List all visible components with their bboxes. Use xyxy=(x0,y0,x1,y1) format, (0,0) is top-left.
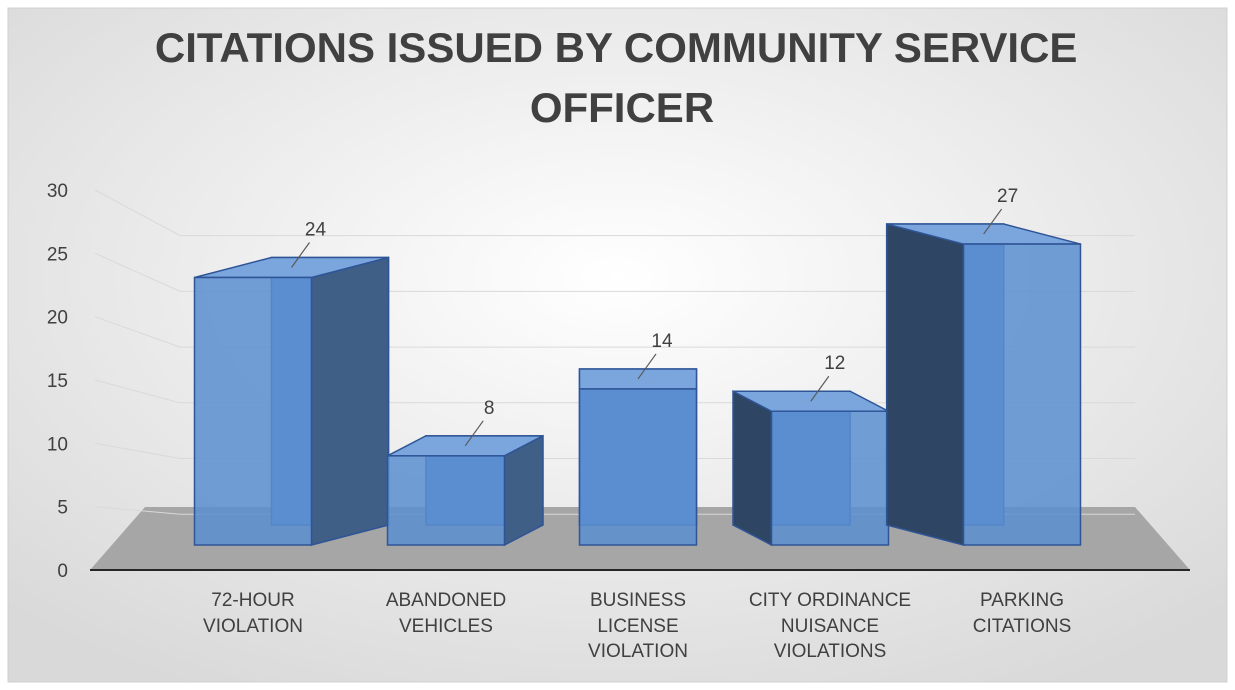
y-tick-label: 15 xyxy=(47,371,68,392)
bar-front xyxy=(193,276,313,546)
bar-side xyxy=(310,256,390,546)
bar-front xyxy=(578,388,698,546)
x-tick-label: 72-HOUR VIOLATION xyxy=(203,590,303,637)
y-tick-label: 30 xyxy=(47,181,68,202)
grid-line xyxy=(94,316,1135,348)
x-tick-label: CITY ORDINANCE NUISANCE VIOLATIONS xyxy=(748,590,912,663)
leader-line xyxy=(291,242,310,268)
y-tick-label: 0 xyxy=(57,561,68,582)
data-label: 12 xyxy=(824,353,845,374)
bar-front xyxy=(770,410,890,546)
data-label: 8 xyxy=(484,398,495,419)
y-tick-label: 10 xyxy=(47,434,68,455)
bar-front xyxy=(962,243,1082,546)
x-tick-label: ABANDONED VEHICLES xyxy=(385,590,507,637)
data-label: 14 xyxy=(651,331,673,352)
bar xyxy=(885,223,1082,546)
data-label: 24 xyxy=(305,219,327,240)
bar-side xyxy=(732,390,773,547)
y-tick-label: 5 xyxy=(57,498,68,519)
grid-line xyxy=(94,189,1135,237)
bar xyxy=(193,256,390,546)
x-tick-label: BUSINESS LICENSE VIOLATION xyxy=(588,590,688,663)
bar xyxy=(732,390,890,547)
leader-line xyxy=(983,208,1003,235)
bar-front xyxy=(386,455,506,546)
grid-line xyxy=(94,252,1135,292)
leader-line xyxy=(464,420,484,447)
bar xyxy=(386,434,544,547)
data-label: 27 xyxy=(997,186,1018,207)
bar-side xyxy=(885,223,965,546)
bar xyxy=(578,368,698,546)
x-tick-label: PARKING CITATIONS xyxy=(972,590,1072,637)
chart-title: CITATIONS ISSUED BY COMMUNITY SERVICE OF… xyxy=(155,24,1089,131)
leader-line xyxy=(637,353,657,380)
y-tick-label: 20 xyxy=(47,308,68,329)
leader-line xyxy=(810,375,830,402)
y-tick-label: 25 xyxy=(47,244,68,265)
